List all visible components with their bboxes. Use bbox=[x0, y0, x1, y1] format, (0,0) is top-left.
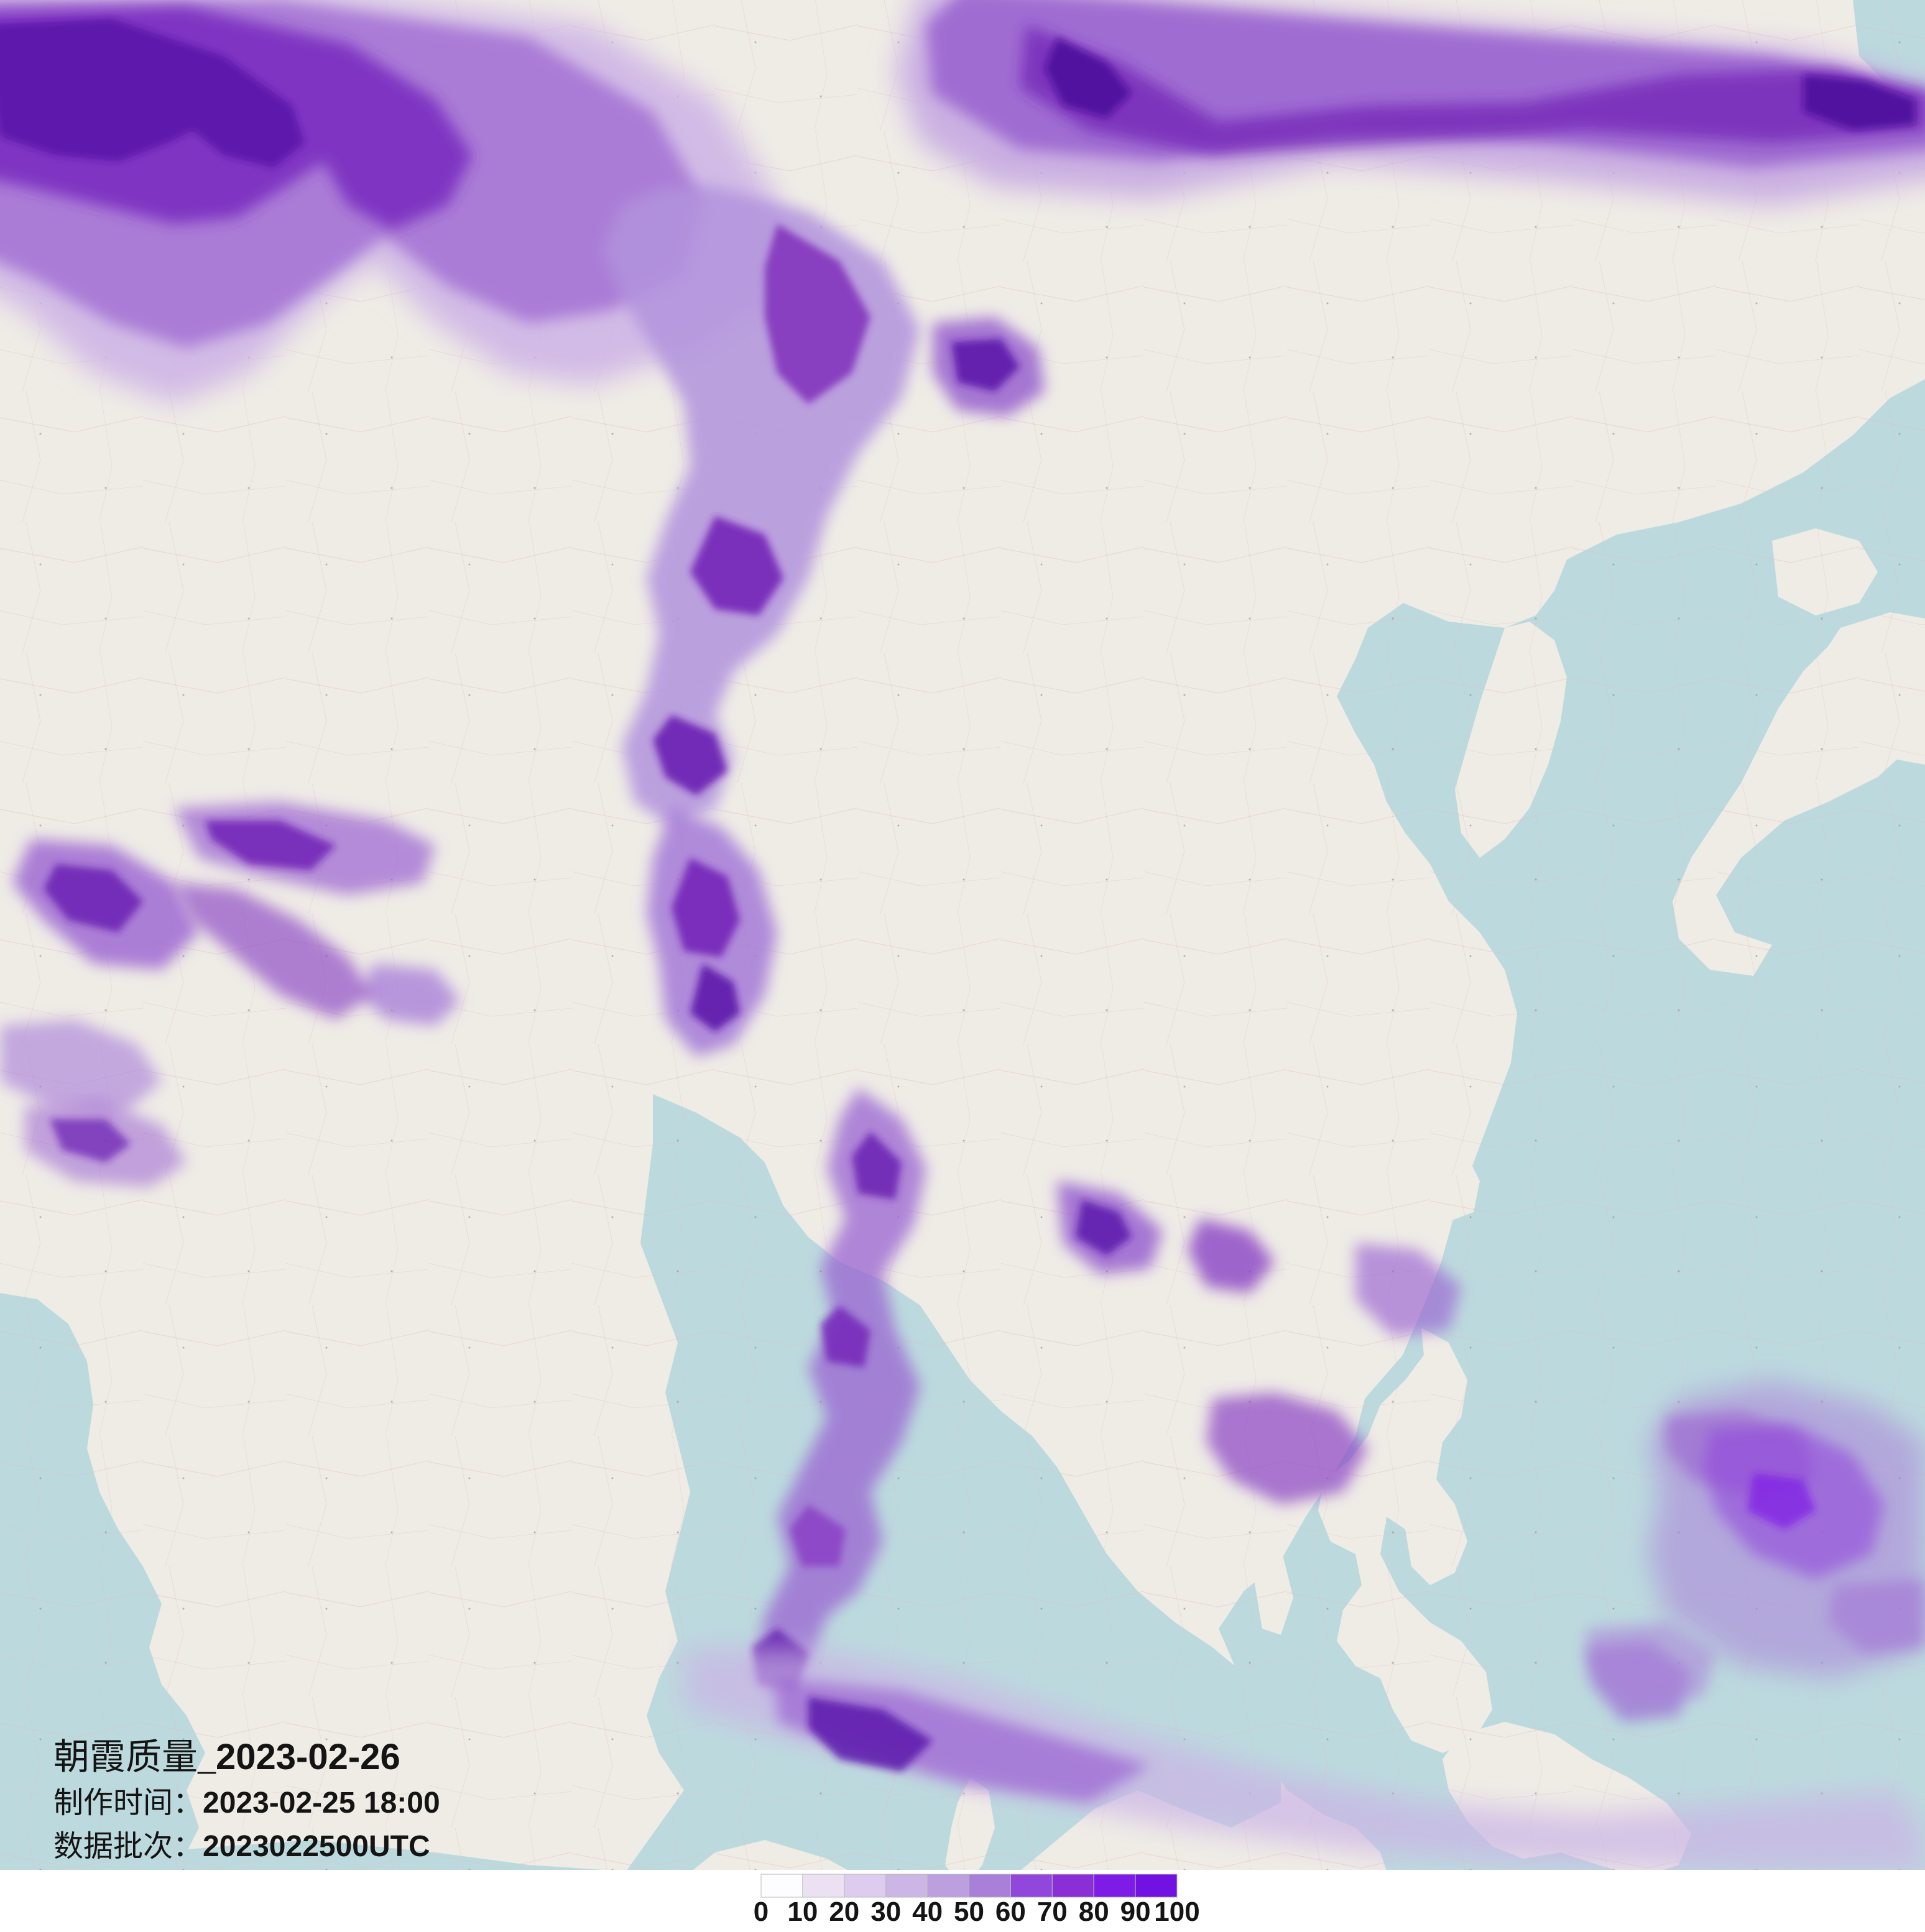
svg-text:0: 0 bbox=[754, 1897, 769, 1927]
svg-text:30: 30 bbox=[870, 1897, 901, 1927]
svg-text:数据批次：2023022500UTC: 数据批次：2023022500UTC bbox=[53, 1830, 430, 1863]
svg-text:50: 50 bbox=[954, 1897, 984, 1927]
svg-text:制作时间：2023-02-25 18:00: 制作时间：2023-02-25 18:00 bbox=[53, 1787, 440, 1819]
svg-text:40: 40 bbox=[912, 1897, 943, 1927]
svg-text:80: 80 bbox=[1079, 1897, 1109, 1927]
svg-text:60: 60 bbox=[995, 1897, 1026, 1927]
svg-text:90: 90 bbox=[1120, 1897, 1151, 1927]
svg-text:70: 70 bbox=[1037, 1897, 1068, 1927]
svg-text:100: 100 bbox=[1154, 1897, 1199, 1927]
svg-text:10: 10 bbox=[787, 1897, 818, 1927]
svg-text:朝霞质量_2023-02-26: 朝霞质量_2023-02-26 bbox=[53, 1737, 400, 1777]
svg-text:20: 20 bbox=[829, 1897, 859, 1927]
